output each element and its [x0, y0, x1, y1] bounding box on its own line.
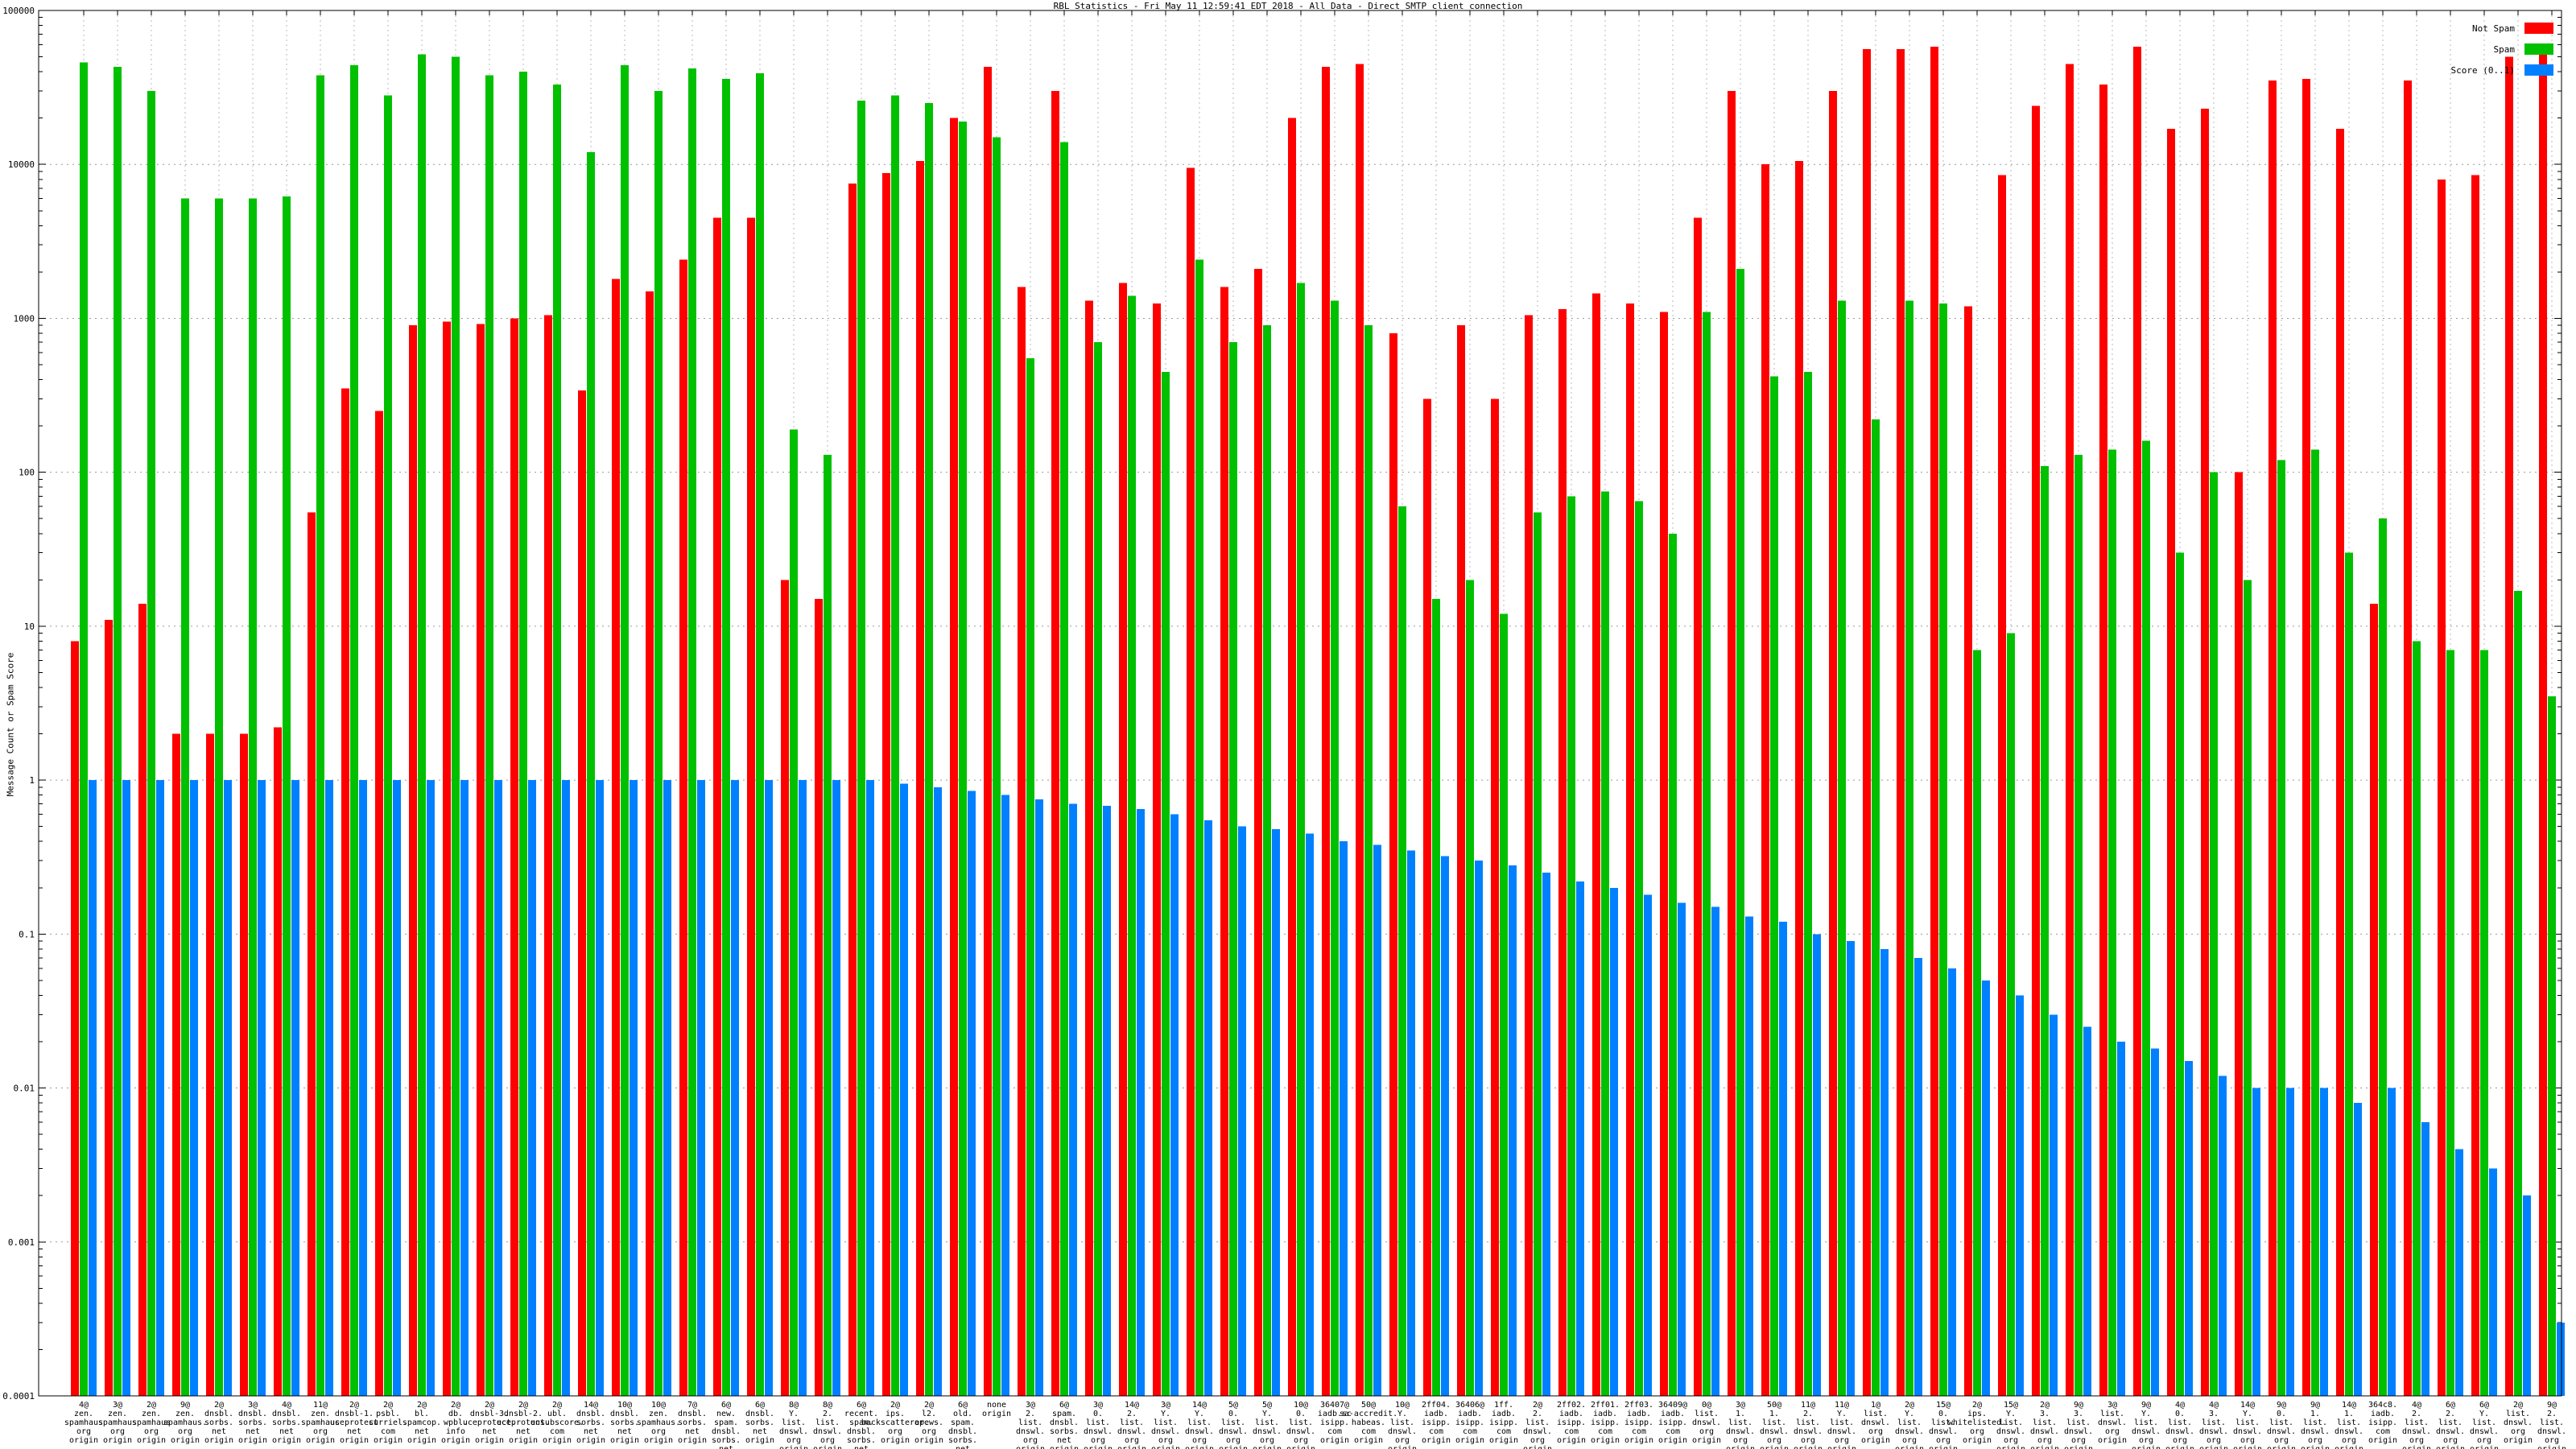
x-category-label: 2@ zen. spamhaus org origin — [132, 1401, 171, 1445]
x-category-label: 2@ ips. whitelisted. org origin — [1948, 1401, 2006, 1445]
x-category-label: 3@ dnsbl. sorbs. net origin — [238, 1401, 267, 1445]
x-category-label: 2ff02. iadb. isipp. com origin — [1557, 1401, 1586, 1445]
svg-text:10000: 10000 — [8, 159, 35, 170]
x-category-label: 1@ list. dnswl. org origin — [1861, 1401, 1890, 1445]
x-category-label: 36409@ iadb. isipp. com origin — [1658, 1401, 1687, 1445]
x-category-label: 3@ zen. spamhaus org origin — [98, 1401, 137, 1445]
x-category-label: 7@ dnsbl. sorbs. net origin — [678, 1401, 707, 1445]
x-category-label: 2@ ubl. unsubscore. com origin — [530, 1401, 584, 1445]
x-category-label: 10@ dnsbl. sorbs. net origin — [610, 1401, 639, 1445]
x-category-label: 9@ zen. spamhaus. org origin — [163, 1401, 207, 1445]
svg-text:100000: 100000 — [2, 6, 35, 16]
x-category-label: 4@ zen. spamhaus org origin — [64, 1401, 103, 1445]
svg-text:0.001: 0.001 — [8, 1237, 35, 1248]
svg-text:1000: 1000 — [14, 313, 35, 324]
x-category-label: 364c8. iadb. isipp. com origin — [2368, 1401, 2397, 1445]
x-category-label: 0@ list. dnswl. org origin — [1692, 1401, 1721, 1445]
legend-label-not-spam: Not Spam — [2472, 23, 2515, 34]
x-category-label: 3@ list. dnswl. org origin — [2098, 1401, 2127, 1445]
x-category-label: 36407@ iadb.sc isipp. com origin — [1318, 1401, 1352, 1445]
x-category-label: none origin — [982, 1401, 1011, 1418]
x-category-label: 11@ zen. spamhaus org origin — [301, 1401, 340, 1445]
x-category-label: 14@ dnsbl. sorbs. net origin — [576, 1401, 605, 1445]
x-category-label: 2@ l2. apews. org origin — [914, 1401, 943, 1445]
score-swatch — [2524, 64, 2553, 76]
svg-text:1: 1 — [29, 775, 35, 786]
legend-item-spam: Spam — [2451, 39, 2553, 60]
x-category-label: 10@ zen. spamhaus. org origin — [637, 1401, 680, 1445]
legend-item-not-spam: Not Spam — [2451, 18, 2553, 39]
x-category-label: 2@ bl. spamcop. net origin — [402, 1401, 441, 1445]
chart-title: RBL Statistics - Fri May 11 12:59:41 EDT… — [1053, 1, 1523, 11]
x-category-label: 2@ dnsbl. sorbs. net origin — [204, 1401, 233, 1445]
not-spam-swatch — [2524, 23, 2553, 34]
legend-label-spam: Spam — [2493, 43, 2516, 55]
x-category-label: 4@ dnsbl. sorbs. net origin — [272, 1401, 301, 1445]
x-category-label: 2ff04. iadb. isipp. com origin — [1422, 1401, 1451, 1445]
x-category-label: 2@ psbl. surriel. com origin — [369, 1401, 407, 1445]
svg-text:0.0001: 0.0001 — [2, 1391, 35, 1402]
x-category-label: 2@ db. wpbl. info origin — [441, 1401, 470, 1445]
svg-text:10: 10 — [24, 621, 35, 632]
legend: Not Spam Spam Score (0..1) — [2451, 18, 2553, 80]
legend-item-score: Score (0..1) — [2451, 60, 2553, 80]
x-category-label: 50@ sa-accredit. habeas. com origin — [1340, 1401, 1397, 1445]
svg-text:100: 100 — [19, 468, 35, 478]
svg-text:0.01: 0.01 — [14, 1084, 35, 1094]
x-category-label: 36406@ iadb. isipp. com origin — [1455, 1401, 1484, 1445]
x-category-label: 2@ dnsbl-3. uceprotect. net origin — [463, 1401, 516, 1445]
x-category-label: 6@ dnsbl. sorbs. net origin — [745, 1401, 774, 1445]
x-category-label: 2@ ips. backscatterer. org origin — [861, 1401, 929, 1445]
x-category-label: 2@ dnsbl-1. uceprotect net origin — [330, 1401, 378, 1445]
x-category-label: 1ff. iadb. isipp. com origin — [1489, 1401, 1518, 1445]
x-category-label: 2ff01. iadb. isipp. com origin — [1591, 1401, 1620, 1445]
legend-label-score: Score (0..1) — [2450, 64, 2515, 76]
x-category-label: 2ff03. iadb. isipp. com origin — [1624, 1401, 1653, 1445]
x-category-label: 2@ list. dnswl. org origin — [2504, 1401, 2533, 1445]
x-category-label: 2@ dnsbl-2. uceprotect. net origin — [497, 1401, 550, 1445]
svg-text:0.1: 0.1 — [19, 929, 35, 939]
spam-swatch — [2524, 43, 2553, 55]
